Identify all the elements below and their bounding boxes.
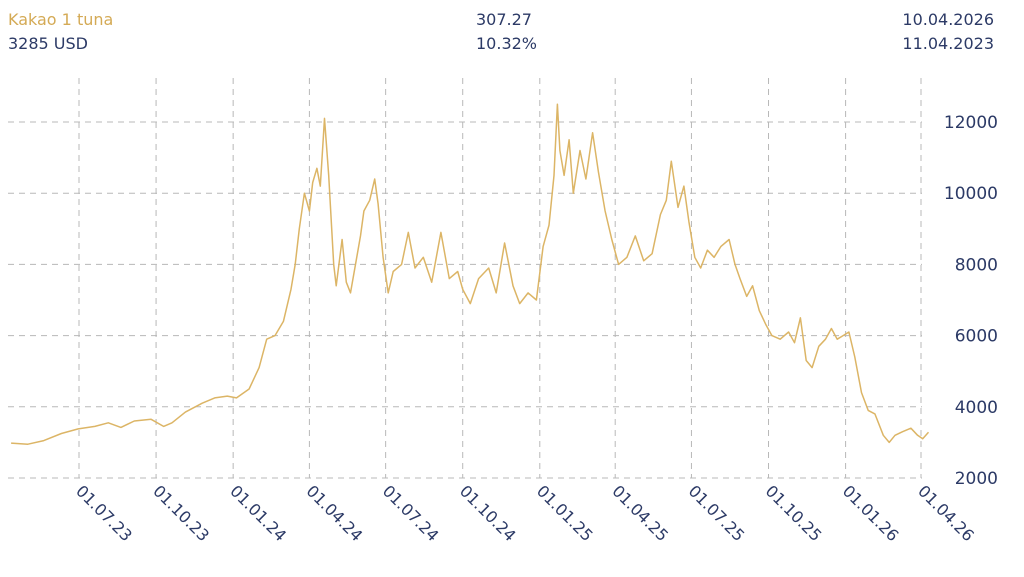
x-tick-label: 01.10.23 [149,481,213,545]
current-price: 3285 USD [8,34,88,53]
x-tick-label: 01.07.24 [379,481,443,545]
x-tick-label: 01.04.26 [914,481,978,545]
x-tick-label: 01.10.25 [762,481,826,545]
x-tick-label: 01.01.24 [226,481,290,545]
range-start-date: 11.04.2023 [902,34,994,53]
y-tick-label: 2000 [955,469,998,489]
range-end-date: 10.04.2026 [902,10,994,29]
x-tick-label: 01.04.25 [608,481,672,545]
x-tick-label: 01.04.24 [303,481,367,545]
x-tick-label: 01.10.24 [456,481,520,545]
price-change-absolute: 307.27 [476,10,532,29]
x-tick-label: 01.07.23 [72,481,136,545]
y-tick-label: 4000 [955,398,998,418]
y-tick-label: 8000 [955,255,998,275]
x-tick-label: 01.01.25 [533,481,597,545]
y-tick-label: 10000 [944,184,998,204]
price-change-percent: 10.32% [476,34,538,53]
y-tick-label: 12000 [944,113,998,133]
price-line [11,103,930,445]
y-tick-label: 6000 [955,327,998,347]
x-tick-label: 01.07.25 [685,481,749,545]
x-tick-label: 01.01.26 [839,481,903,545]
instrument-name: Kakao 1 tuna [8,10,114,29]
